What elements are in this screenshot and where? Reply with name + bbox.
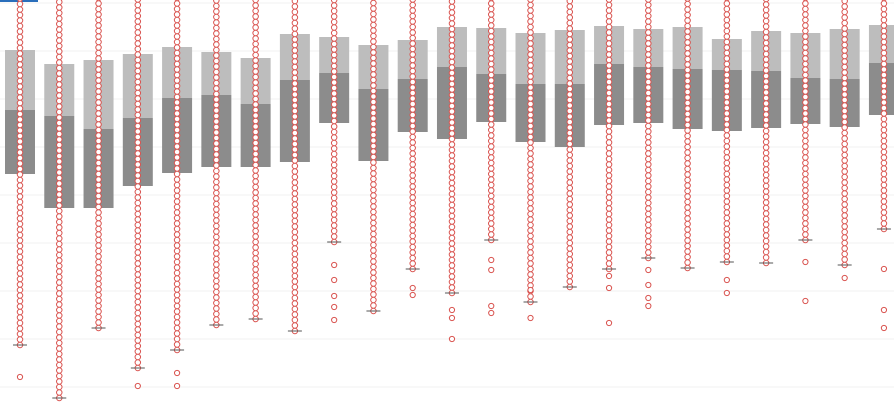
outlier bbox=[645, 294, 652, 302]
outlier bbox=[488, 256, 495, 264]
outlier bbox=[409, 291, 416, 299]
outlier bbox=[488, 302, 495, 310]
outlier bbox=[645, 281, 652, 289]
outlier bbox=[645, 302, 652, 310]
outlier bbox=[488, 309, 495, 317]
plot-area bbox=[5, 0, 894, 402]
outlier bbox=[409, 284, 416, 292]
outlier bbox=[488, 266, 495, 274]
outlier bbox=[880, 324, 888, 332]
outlier bbox=[331, 316, 338, 324]
outlier bbox=[173, 369, 181, 377]
outlier bbox=[331, 292, 338, 300]
outlier bbox=[802, 258, 809, 266]
outlier bbox=[173, 382, 181, 390]
outlier bbox=[723, 289, 730, 297]
outlier bbox=[880, 265, 888, 273]
outlier bbox=[448, 306, 456, 314]
outlier bbox=[802, 297, 809, 305]
outlier bbox=[527, 286, 534, 294]
outlier bbox=[448, 314, 456, 322]
outlier bbox=[448, 335, 456, 343]
outlier bbox=[605, 272, 613, 280]
outlier bbox=[16, 373, 24, 381]
outlier bbox=[723, 276, 730, 284]
outlier bbox=[331, 261, 338, 269]
outlier bbox=[841, 274, 848, 282]
outlier bbox=[331, 276, 338, 284]
outlier bbox=[605, 284, 613, 292]
outlier bbox=[134, 382, 141, 390]
outlier bbox=[331, 303, 338, 311]
outlier bbox=[527, 314, 534, 322]
outlier bbox=[645, 266, 652, 274]
outlier bbox=[605, 319, 613, 327]
outlier bbox=[880, 306, 888, 314]
